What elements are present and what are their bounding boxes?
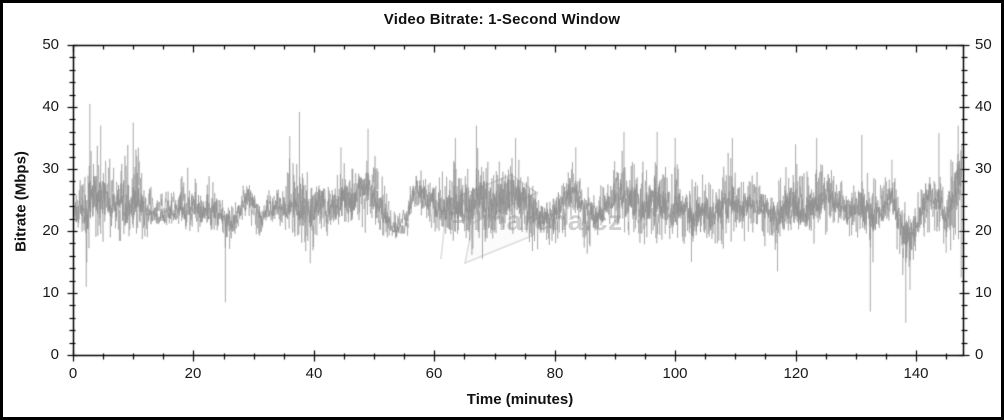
tick-label: 40 [305, 365, 323, 382]
tick-label: 10 [42, 284, 59, 301]
tick-label: 100 [662, 365, 688, 382]
tick-label: 50 [42, 36, 59, 53]
tick-label: 50 [975, 36, 992, 53]
tick-label: 140 [903, 365, 929, 382]
tick-label: 60 [425, 365, 443, 382]
tick-label: 120 [783, 365, 809, 382]
tick-label: 20 [42, 222, 59, 239]
tick-label: 20 [975, 222, 992, 239]
tick-label: 10 [975, 284, 992, 301]
tick-label: 40 [42, 98, 59, 115]
tick-label: 0 [68, 365, 78, 382]
tick-label: 30 [975, 160, 992, 177]
tick-label: 20 [184, 365, 202, 382]
tick-label: 0 [50, 346, 59, 363]
tick-label: 0 [975, 346, 984, 363]
tick-label: 40 [975, 98, 992, 115]
tick-label: 30 [42, 160, 59, 177]
plot-canvas [3, 3, 1001, 417]
tick-label: 80 [546, 365, 564, 382]
